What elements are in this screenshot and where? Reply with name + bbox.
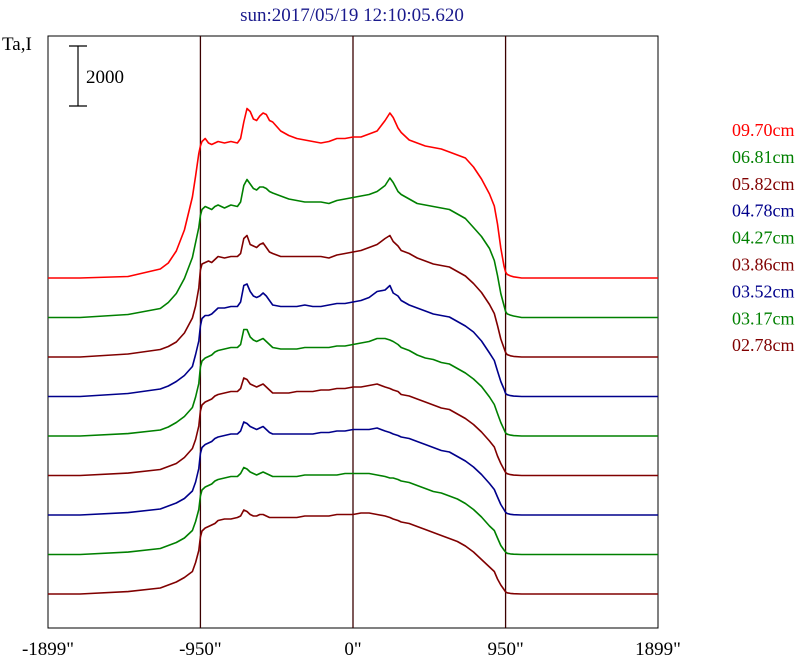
series-line: [48, 466, 658, 556]
chart-title: sun:2017/05/19 12:10:05.620: [240, 5, 464, 26]
vertical-markers: [199, 36, 507, 628]
legend-entry: 04.27cm: [732, 228, 795, 248]
y-axis-label: Ta,I: [2, 34, 32, 55]
legend: 09.70cm 06.81cm 05.82cm 04.78cm 04.27cm 03.86…: [732, 120, 795, 355]
legend-entry: 06.81cm: [732, 147, 795, 167]
scale-bar-label: 2000: [86, 67, 124, 88]
series-line: [48, 421, 658, 516]
series-line: [48, 107, 658, 279]
series-layer: [48, 107, 658, 595]
legend-entry: 04.78cm: [732, 201, 795, 221]
x-tick-labels: -1899" -950" 0" 950" 1899": [22, 639, 681, 660]
legend-entry: 03.17cm: [732, 308, 795, 328]
series-line: [48, 283, 658, 398]
series-line: [48, 328, 658, 437]
legend-entry: 09.70cm: [732, 120, 795, 140]
series-line: [48, 177, 658, 319]
series-line: [48, 377, 658, 477]
legend-entry: 05.82cm: [732, 174, 795, 194]
legend-entry: 02.78cm: [732, 335, 795, 355]
scale-bar: 2000: [69, 45, 124, 107]
x-tick-label: -1899": [22, 639, 74, 660]
x-tick-label: 950": [487, 639, 523, 660]
legend-entry: 03.86cm: [732, 255, 795, 275]
x-tick-label: -950": [179, 639, 222, 660]
x-tick-label: 1899": [635, 639, 681, 660]
x-tick-label: 0": [344, 639, 361, 660]
legend-entry: 03.52cm: [732, 281, 795, 301]
series-line: [48, 234, 658, 358]
series-line: [48, 509, 658, 595]
